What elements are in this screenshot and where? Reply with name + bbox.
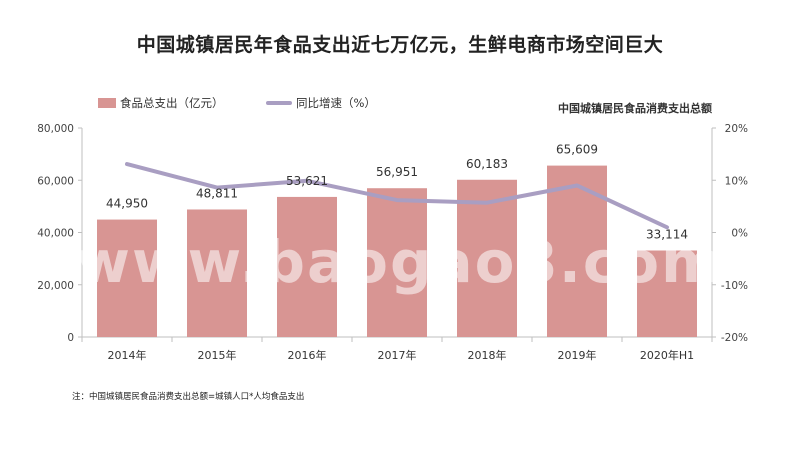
legend-swatch-bar bbox=[98, 98, 116, 108]
y-tick-label-left: 60,000 bbox=[37, 175, 74, 187]
y-tick-label-right: 10% bbox=[725, 175, 748, 187]
growth-line bbox=[125, 162, 669, 230]
line-series bbox=[125, 162, 669, 230]
x-tick-label: 2018年 bbox=[468, 348, 507, 362]
legend-label-line: 同比增速（%） bbox=[296, 96, 376, 110]
bar-series bbox=[97, 165, 697, 337]
bar bbox=[457, 179, 517, 337]
x-tick-label: 2019年 bbox=[558, 348, 597, 362]
data-label: 65,609 bbox=[556, 143, 598, 157]
y-tick-label-left: 80,000 bbox=[37, 123, 74, 135]
y-tick-label-right: -20% bbox=[721, 332, 748, 344]
x-tick-label: 2016年 bbox=[288, 348, 327, 362]
x-tick-label: 2017年 bbox=[378, 348, 417, 362]
data-label: 53,621 bbox=[286, 174, 328, 188]
data-labels: 2014年 2015年 2016年 2017年 2018年 2019年 2020年H1 44,… bbox=[106, 143, 694, 362]
data-label: 48,811 bbox=[196, 186, 238, 200]
bar bbox=[367, 188, 427, 337]
x-tick-label: 2015年 bbox=[198, 348, 237, 362]
data-label: 56,951 bbox=[376, 165, 418, 179]
y-tick-label-left: 0 bbox=[67, 332, 74, 344]
legend-label-bar: 食品总支出（亿元） bbox=[120, 96, 224, 110]
bar bbox=[277, 196, 337, 337]
bar bbox=[187, 209, 247, 337]
chart-subtitle: 中国城镇居民食品消费支出总额 bbox=[558, 101, 712, 115]
y-tick-label-right: 0% bbox=[731, 228, 748, 240]
page-title: 中国城镇居民年食品支出近七万亿元，生鲜电商市场空间巨大 bbox=[136, 34, 664, 56]
data-label: 44,950 bbox=[106, 197, 148, 211]
footnote: 注：中国城镇居民食品消费支出总额=城镇人口*人均食品支出 bbox=[72, 392, 305, 402]
x-tick-label: 2020年H1 bbox=[640, 348, 694, 362]
y-tick-label-left: 40,000 bbox=[37, 228, 74, 240]
y-tick-label-right: -10% bbox=[721, 280, 748, 292]
data-label: 33,114 bbox=[646, 227, 688, 241]
y-tick-label-right: 20% bbox=[725, 123, 748, 135]
data-label: 60,183 bbox=[466, 157, 508, 171]
legend: 食品总支出（亿元） 同比增速（%） bbox=[98, 96, 376, 110]
bar bbox=[97, 219, 157, 337]
x-tick-label: 2014年 bbox=[108, 348, 147, 362]
y-tick-label-left: 20,000 bbox=[37, 280, 74, 292]
bar bbox=[637, 250, 697, 337]
